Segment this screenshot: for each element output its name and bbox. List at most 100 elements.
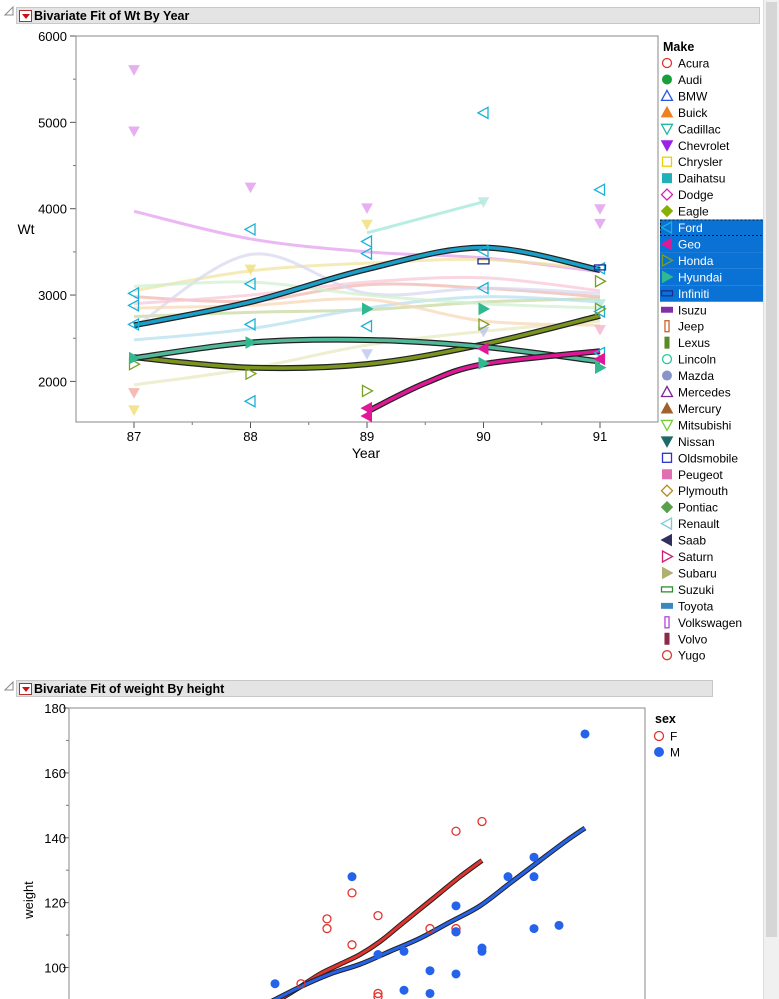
legend-marker[interactable] <box>660 517 673 531</box>
point-ford[interactable] <box>593 304 606 319</box>
legend-item-m[interactable]: M <box>654 746 681 760</box>
legend-item-ford[interactable]: Ford <box>660 219 774 236</box>
legend-marker[interactable] <box>660 500 674 514</box>
point-hyundai[interactable] <box>595 361 607 374</box>
faded-point[interactable] <box>128 65 140 76</box>
legend-item-infiniti[interactable]: Infiniti <box>660 285 774 302</box>
point-m[interactable] <box>425 988 435 998</box>
legend-item-hyundai[interactable]: Hyundai <box>660 268 774 286</box>
legend-marker[interactable] <box>661 650 673 661</box>
legend-item-f[interactable]: F <box>653 730 678 744</box>
point-infiniti[interactable] <box>593 264 607 271</box>
point-honda[interactable] <box>245 367 258 381</box>
point-ford[interactable] <box>243 317 256 332</box>
legend-marker[interactable] <box>660 586 674 593</box>
faded-point[interactable] <box>128 126 140 138</box>
point-f[interactable] <box>425 923 435 934</box>
point-m[interactable] <box>477 946 487 956</box>
legend-item-pontiac[interactable]: Pontiac <box>660 500 719 515</box>
legend-marker[interactable] <box>662 173 672 184</box>
legend-marker[interactable] <box>661 253 674 267</box>
legend-marker[interactable] <box>653 730 665 742</box>
legend-marker[interactable] <box>661 549 674 564</box>
outline-header-wt-by-year[interactable]: Bivariate Fit of Wt By Year <box>16 7 760 24</box>
legend-item-mazda[interactable]: Mazda <box>662 369 715 383</box>
collapse-disclosure-icon[interactable] <box>4 681 14 691</box>
point-geo[interactable] <box>593 352 605 366</box>
legend-item-saab[interactable]: Saab <box>660 533 707 548</box>
faded-point[interactable] <box>244 264 257 276</box>
legend-item-lexus[interactable]: Lexus <box>664 336 710 350</box>
legend-item-isuzu[interactable]: Isuzu <box>661 303 707 317</box>
point-infiniti[interactable] <box>477 258 490 265</box>
legend-item-geo[interactable]: Geo <box>660 235 774 253</box>
faded-point[interactable] <box>361 349 373 360</box>
legend-marker[interactable] <box>661 57 673 69</box>
point-f[interactable] <box>347 940 357 950</box>
legend-marker[interactable] <box>664 632 670 645</box>
legend-marker[interactable] <box>654 747 664 757</box>
point-hyundai[interactable] <box>478 302 491 316</box>
legend-marker[interactable] <box>660 105 674 118</box>
faded-point[interactable] <box>244 182 257 194</box>
point-hyundai[interactable] <box>129 351 141 365</box>
point-honda[interactable] <box>478 317 491 332</box>
point-m[interactable] <box>580 729 590 739</box>
sex-legend[interactable]: FM <box>653 730 681 760</box>
legend-item-audi[interactable]: Audi <box>662 73 703 87</box>
legend-marker[interactable] <box>660 419 674 432</box>
point-f[interactable] <box>477 816 487 827</box>
legend-marker[interactable] <box>660 401 674 414</box>
legend-item-eagle[interactable]: Eagle <box>660 204 710 219</box>
legend-item-subaru[interactable]: Subaru <box>662 566 717 580</box>
point-m[interactable] <box>503 872 513 882</box>
point-ford[interactable] <box>243 222 256 237</box>
legend-marker[interactable] <box>660 533 672 547</box>
legend-item-mitsubishi[interactable]: Mitsubishi <box>660 418 732 432</box>
scrollbar-thumb[interactable] <box>766 2 777 937</box>
faded-point[interactable] <box>594 204 606 215</box>
legend-item-saturn[interactable]: Saturn <box>661 549 714 564</box>
legend-marker[interactable] <box>664 616 670 629</box>
legend-marker[interactable] <box>661 156 673 167</box>
point-m[interactable] <box>529 872 539 882</box>
point-geo[interactable] <box>360 409 372 423</box>
legend-item-toyota[interactable]: Toyota <box>661 599 714 613</box>
faded-point[interactable] <box>128 405 140 416</box>
legend-item-chrysler[interactable]: Chrysler <box>661 155 723 169</box>
legend-item-buick[interactable]: Buick <box>660 105 709 120</box>
legend-marker[interactable] <box>662 370 672 381</box>
point-m[interactable] <box>347 872 357 882</box>
point-m[interactable] <box>399 985 409 995</box>
legend-item-chevrolet[interactable]: Chevrolet <box>660 139 731 153</box>
point-m[interactable] <box>373 950 383 960</box>
legend-marker[interactable] <box>660 123 674 136</box>
point-hyundai[interactable] <box>478 356 491 370</box>
point-f[interactable] <box>373 988 383 999</box>
point-ford[interactable] <box>127 286 140 300</box>
legend-marker[interactable] <box>660 237 672 251</box>
point-ford[interactable] <box>360 319 373 333</box>
legend-item-peugeot[interactable]: Peugeot <box>662 468 724 482</box>
legend-item-honda[interactable]: Honda <box>660 252 774 269</box>
point-f[interactable] <box>451 826 461 836</box>
weight-by-height-chart[interactable]: 100 120 140 160 180 weight sex FM <box>0 698 760 999</box>
legend-marker[interactable] <box>664 336 670 349</box>
legend-marker[interactable] <box>664 320 670 333</box>
faded-point[interactable] <box>594 325 606 336</box>
point-ford[interactable] <box>243 394 256 408</box>
collapse-disclosure-icon[interactable] <box>4 6 14 16</box>
legend-marker[interactable] <box>660 436 674 448</box>
point-honda[interactable] <box>594 274 607 288</box>
legend-item-cadillac[interactable]: Cadillac <box>660 122 721 136</box>
legend-item-nissan[interactable]: Nissan <box>660 435 715 449</box>
faded-point[interactable] <box>361 203 373 214</box>
legend-item-volvo[interactable]: Volvo <box>664 632 708 646</box>
point-geo[interactable] <box>360 401 372 415</box>
legend-marker[interactable] <box>660 204 674 218</box>
legend-marker[interactable] <box>660 385 674 398</box>
legend-marker[interactable] <box>660 188 674 202</box>
legend-marker[interactable] <box>661 602 673 609</box>
make-legend[interactable]: Acura Audi BMW Buick Cadillac Chevrolet Chrysl… <box>660 57 774 663</box>
